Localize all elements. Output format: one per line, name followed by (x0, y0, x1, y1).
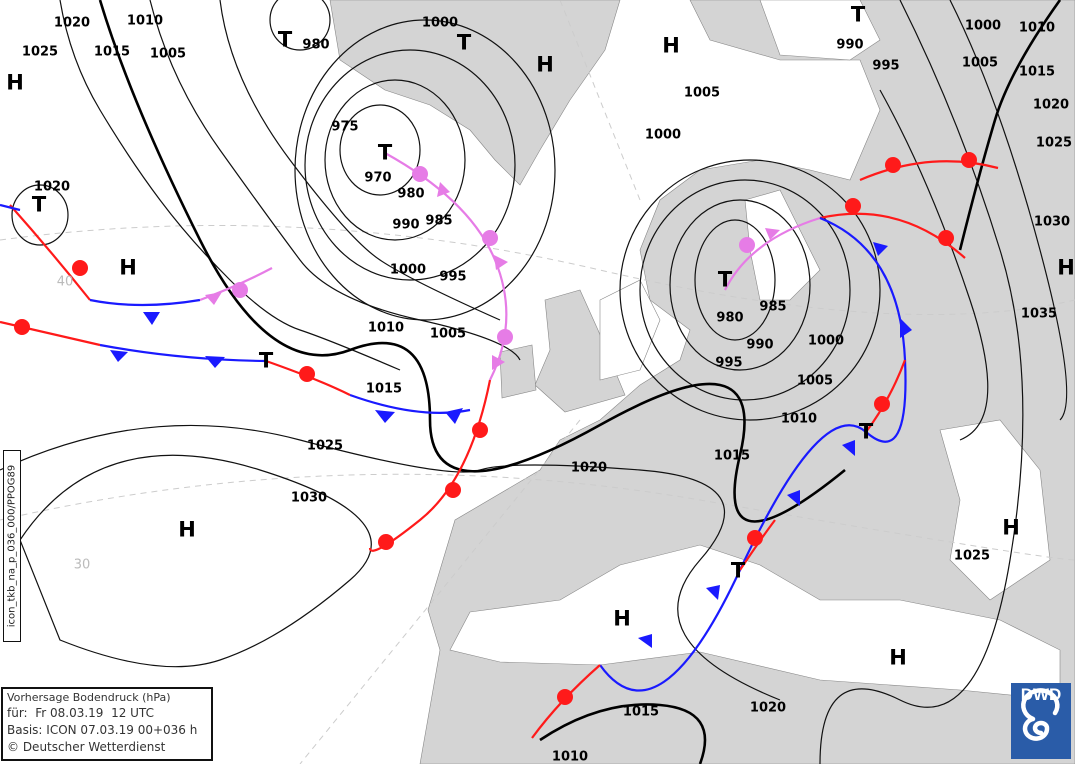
isobar-label: 1005 (961, 55, 999, 71)
north-sea (599, 279, 661, 381)
high-pressure-center: H (536, 52, 554, 77)
legend-box: Vorhersage Bodendruck (hPa) für: Fr 08.0… (1, 687, 213, 761)
legend-base-run: Basis: ICON 07.03.19 00+036 h (7, 723, 198, 737)
isobar-label: 970 (364, 170, 392, 186)
low-pressure-center: T (850, 2, 866, 27)
product-code: icon_tkb_na_p_036_000/PPOG89 (6, 464, 18, 628)
isobar-label: 975 (331, 119, 359, 135)
isobar-label: 1020 (749, 700, 787, 716)
isobar-label: 1025 (306, 438, 344, 454)
isobar-label: 1010 (780, 411, 818, 427)
legend-copyright: © Deutscher Wetterdienst (7, 740, 166, 754)
uk-land (534, 289, 626, 413)
isobar-label: 1015 (713, 448, 751, 464)
mediterranean-sea (449, 544, 1061, 701)
latitude-label: 40 (56, 274, 74, 290)
isobar-label: 1030 (290, 490, 328, 506)
bold-isobars-1015 (98, 0, 1062, 764)
isobar-label: 1010 (551, 749, 589, 764)
low-pressure-center: T (258, 348, 274, 373)
legend-title: Vorhersage Bodendruck (hPa) (7, 691, 171, 704)
spiral-icon (1021, 688, 1060, 741)
isobar-label: 1025 (1035, 135, 1073, 151)
isobar-label: 1015 (622, 704, 660, 720)
isobar-label: 1005 (683, 85, 721, 101)
cold-front-west (0, 203, 201, 307)
isobar-label: 1010 (1018, 20, 1056, 36)
isobar-label: 995 (872, 58, 900, 74)
latitude-label: 30 (73, 557, 91, 573)
isobar-label: 980 (397, 186, 425, 202)
isobar-label: 1015 (1018, 64, 1056, 80)
isobar-label: 1005 (796, 373, 834, 389)
isobar-label: 980 (302, 37, 330, 53)
isobar-label: 1025 (953, 548, 991, 564)
low-pressure-center: T (277, 27, 293, 52)
product-code-box: icon_tkb_na_p_036_000/PPOG89 (3, 450, 21, 642)
cold-front-east (599, 216, 907, 692)
low-pressure-center: T (717, 267, 733, 292)
isobar-label: 1015 (365, 381, 403, 397)
low-pressure-center: T (858, 419, 874, 444)
white-arctic-sea (759, 0, 881, 61)
isobar-label: 1005 (429, 326, 467, 342)
high-pressure-center: H (1002, 515, 1020, 540)
isobar-label: 990 (746, 337, 774, 353)
high-pressure-center: H (662, 33, 680, 58)
high-pressure-center: H (889, 645, 907, 670)
isobar-label: 1020 (53, 15, 91, 31)
baltic-sea (744, 189, 821, 301)
occlusion-scandinavian-low (724, 216, 821, 291)
isobar-label: 1020 (570, 460, 608, 476)
high-pressure-center: H (178, 517, 196, 542)
isobar-label: 1005 (149, 46, 187, 62)
low-pressure-center: T (456, 30, 472, 55)
legend-valid-time: für: Fr 08.03.19 12 UTC (7, 706, 154, 720)
black-sea (939, 419, 1051, 601)
low-pressure-center: T (377, 140, 393, 165)
isobar-label: 1020 (1032, 97, 1070, 113)
continent-land (419, 0, 1075, 764)
isobar-label: 995 (715, 355, 743, 371)
isobar-label: 1030 (1033, 214, 1071, 230)
ireland-land (499, 344, 537, 399)
high-pressure-center: H (119, 255, 137, 280)
isobar-label: 1010 (126, 13, 164, 29)
isobar-label: 1000 (421, 15, 459, 31)
dwd-logo: DWD (1011, 683, 1071, 759)
isobar-label: 1000 (389, 262, 427, 278)
isobar-label: 1000 (644, 127, 682, 143)
isobar-label: 1025 (21, 44, 59, 60)
low-pressure-center: T (31, 192, 47, 217)
isobar-label: 1015 (93, 44, 131, 60)
isobar-label: 1035 (1020, 306, 1058, 322)
isobar-label: 1000 (807, 333, 845, 349)
front-symbols (14, 152, 977, 705)
dwd-logo-text: DWD (1020, 685, 1062, 704)
isobar-label: 1000 (964, 18, 1002, 34)
high-pressure-center: H (1057, 255, 1075, 280)
warm-front-west (9, 204, 91, 301)
seas (449, 0, 1061, 701)
isobar-label: 985 (425, 213, 453, 229)
warm-front-east (819, 160, 999, 259)
isobar-label: 995 (439, 269, 467, 285)
greenland-iceland-land (329, 0, 621, 186)
isobar-label: 990 (836, 37, 864, 53)
warm-front-atlantic (0, 320, 351, 396)
high-pressure-center: H (6, 70, 24, 95)
high-pressure-center: H (613, 606, 631, 631)
isobar-label: 980 (716, 310, 744, 326)
isobar-label: 990 (392, 217, 420, 233)
land (329, 0, 1075, 764)
isobar-label: 1010 (367, 320, 405, 336)
low-pressure-center: T (730, 558, 746, 583)
isobar-label: 985 (759, 299, 787, 315)
isobar-label: 1020 (33, 179, 71, 195)
